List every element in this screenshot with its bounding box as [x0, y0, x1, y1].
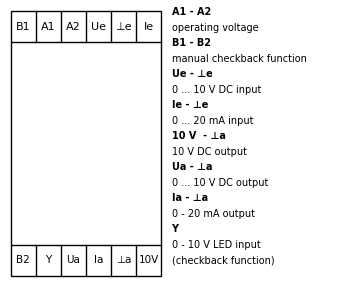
- Text: A1: A1: [41, 22, 55, 32]
- Text: ⊥e: ⊥e: [115, 22, 132, 32]
- Text: Ia - ⊥a: Ia - ⊥a: [172, 193, 208, 203]
- Text: Ie: Ie: [144, 22, 154, 32]
- Text: B1: B1: [16, 22, 30, 32]
- Text: Ua: Ua: [66, 255, 80, 265]
- Text: 0 ... 10 V DC input: 0 ... 10 V DC input: [172, 85, 261, 95]
- Text: operating voltage: operating voltage: [172, 23, 258, 33]
- Text: 0 ... 10 V DC output: 0 ... 10 V DC output: [172, 178, 268, 188]
- Text: 0 - 10 V LED input: 0 - 10 V LED input: [172, 240, 260, 250]
- Text: Ue - ⊥e: Ue - ⊥e: [172, 69, 212, 79]
- Text: A1 - A2: A1 - A2: [172, 7, 211, 17]
- Text: 10 V  - ⊥a: 10 V - ⊥a: [172, 131, 225, 141]
- Text: ⊥a: ⊥a: [116, 255, 131, 265]
- Text: (checkback function): (checkback function): [172, 255, 274, 265]
- Text: Y: Y: [172, 224, 178, 234]
- Text: 10 V DC output: 10 V DC output: [172, 147, 246, 157]
- Text: Y: Y: [45, 255, 51, 265]
- Text: 0 ... 20 mA input: 0 ... 20 mA input: [172, 116, 253, 126]
- Text: A2: A2: [66, 22, 80, 32]
- Text: B1 - B2: B1 - B2: [172, 38, 210, 48]
- Text: B2: B2: [16, 255, 30, 265]
- Bar: [10, 11, 161, 276]
- Text: Ue: Ue: [91, 22, 106, 32]
- Text: 0 - 20 mA output: 0 - 20 mA output: [172, 209, 254, 219]
- Text: Ua - ⊥a: Ua - ⊥a: [172, 162, 212, 172]
- Text: 10V: 10V: [138, 255, 159, 265]
- Text: Ia: Ia: [93, 255, 103, 265]
- Text: Ie - ⊥e: Ie - ⊥e: [172, 100, 208, 110]
- Text: manual checkback function: manual checkback function: [172, 54, 306, 64]
